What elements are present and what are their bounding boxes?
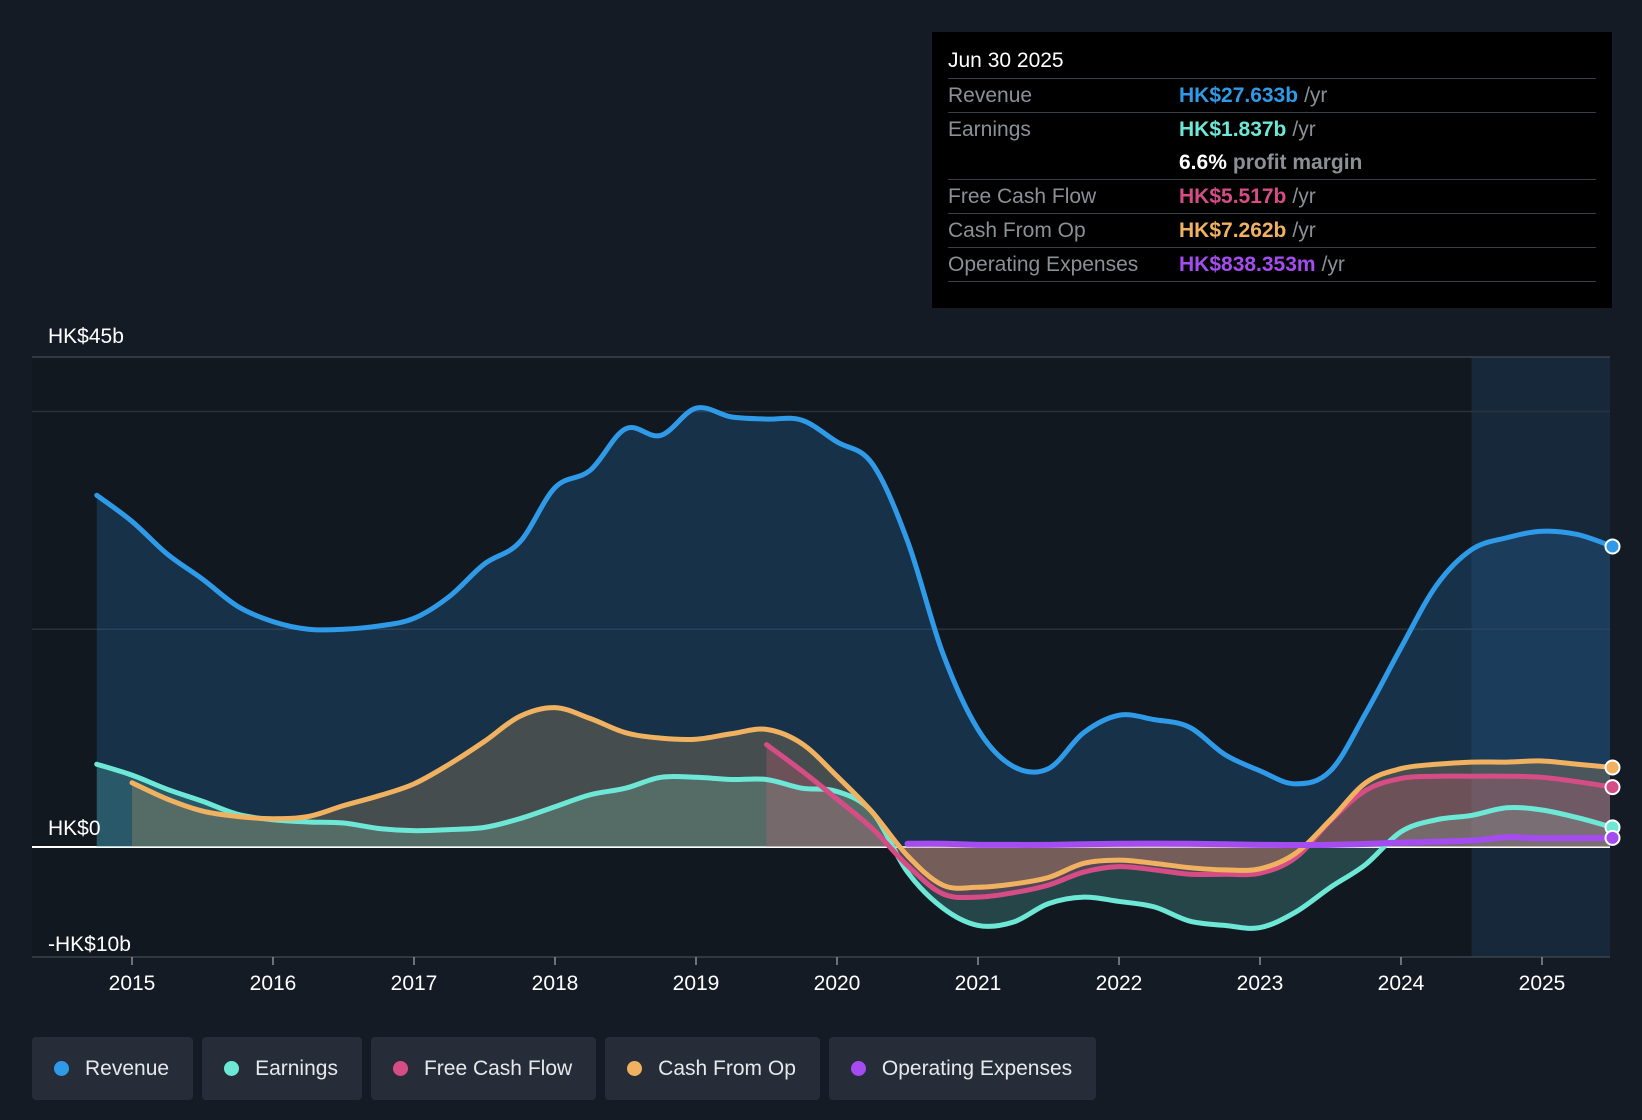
x-tick-label: 2017 [391, 972, 438, 995]
tooltip-unit: /yr [1292, 184, 1316, 208]
earnings-area [96, 764, 1610, 929]
tooltip-row-operating-expenses: Operating Expenses HK$838.353m /yr [948, 248, 1596, 282]
x-tick-label: 2022 [1096, 972, 1143, 995]
cash-from-op-line [129, 705, 1610, 891]
x-tick-label: 2020 [814, 972, 861, 995]
tooltip-row-revenue: Revenue HK$27.633b /yr [948, 79, 1596, 113]
operating-expenses-line [904, 834, 1610, 849]
tooltip-date: Jun 30 2025 [948, 46, 1596, 79]
x-tick-label: 2023 [1237, 972, 1284, 995]
legend-label: Operating Expenses [881, 1056, 1073, 1080]
legend-item-earnings[interactable]: Earnings [202, 1037, 362, 1100]
tooltip-value: HK$7.262b [1179, 218, 1287, 242]
legend-item-cash-from-op[interactable]: Cash From Op [605, 1037, 820, 1100]
tooltip-label: Revenue [948, 83, 1033, 107]
tooltip-label: Free Cash Flow [948, 184, 1097, 208]
free-cash-flow-area [766, 744, 1610, 898]
legend-item-operating-expenses[interactable]: Operating Expenses [828, 1037, 1097, 1100]
revenue-line [94, 405, 1610, 787]
legend-label: Cash From Op [658, 1056, 796, 1080]
tooltip-value: HK$27.633b [1179, 83, 1299, 107]
tooltip-row-cash-from-op: Cash From Op HK$7.262b /yr [948, 214, 1596, 248]
revenue-area [96, 407, 1610, 847]
tooltip-row-earnings: Earnings HK$1.837b /yr [948, 113, 1596, 146]
past-region [32, 357, 1472, 957]
operating-expenses-endpoint [1604, 829, 1621, 846]
x-tick-label: 2015 [109, 972, 156, 995]
x-axis: 2015 2016 2017 2018 2019 2020 2021 2022 2023 2024… [109, 957, 1566, 995]
tooltip-value: 6.6% [1179, 150, 1227, 174]
x-tick-label: 2021 [955, 972, 1002, 995]
free-cash-flow-line [764, 742, 1610, 901]
series-endpoints [1604, 538, 1621, 846]
tooltip-row-free-cash-flow: Free Cash Flow HK$5.517b /yr [948, 180, 1596, 214]
legend-label: Earnings [255, 1056, 338, 1080]
legend: Revenue Earnings Free Cash Flow Cash Fro… [32, 1037, 1097, 1100]
tooltip-value: HK$1.837b [1179, 117, 1287, 141]
x-tick-label: 2016 [250, 972, 297, 995]
legend-dot-icon [392, 1061, 408, 1076]
legend-item-revenue[interactable]: Revenue [32, 1037, 194, 1100]
x-tick-label: 2024 [1378, 972, 1425, 995]
tooltip-value: HK$838.353m [1179, 252, 1316, 276]
tooltip-label: Operating Expenses [948, 252, 1139, 276]
cash-from-op-area [132, 707, 1610, 889]
x-tick-label: 2025 [1519, 972, 1566, 995]
tooltip: Jun 30 2025 Revenue HK$27.633b /yr Earni… [932, 32, 1612, 308]
y-axis: HK$45b HK$0 -HK$10b [48, 325, 131, 956]
legend-dot-icon [627, 1061, 643, 1076]
cash-from-op-endpoint [1604, 759, 1621, 776]
forecast-region [1471, 357, 1610, 957]
legend-label: Free Cash Flow [423, 1056, 573, 1080]
series-fills [96, 407, 1610, 929]
tooltip-label: Cash From Op [948, 218, 1086, 242]
legend-label: Revenue [85, 1056, 170, 1080]
tooltip-unit: /yr [1292, 218, 1316, 242]
free-cash-flow-endpoint [1604, 779, 1621, 796]
plot-background [32, 357, 1610, 957]
x-tick-label: 2019 [673, 972, 720, 995]
revenue-endpoint [1604, 538, 1621, 555]
legend-dot-icon [850, 1061, 866, 1076]
x-tick-label: 2018 [532, 972, 579, 995]
tooltip-value: HK$5.517b [1179, 184, 1287, 208]
series-lines [94, 405, 1610, 931]
tooltip-unit: /yr [1292, 117, 1316, 141]
legend-dot-icon [54, 1061, 69, 1076]
y-tick-label: HK$45b [48, 325, 124, 348]
earnings-line [94, 761, 1610, 931]
tooltip-label: Earnings [948, 117, 1031, 141]
legend-dot-icon [224, 1061, 240, 1076]
legend-item-free-cash-flow[interactable]: Free Cash Flow [370, 1037, 597, 1100]
tooltip-unit: /yr [1304, 83, 1328, 107]
y-tick-label: -HK$10b [48, 933, 131, 956]
tooltip-row-profit-margin: 6.6% profit margin [948, 146, 1596, 180]
tooltip-unit: profit margin [1232, 150, 1363, 174]
y-tick-label: HK$0 [48, 817, 101, 840]
tooltip-unit: /yr [1321, 252, 1345, 276]
